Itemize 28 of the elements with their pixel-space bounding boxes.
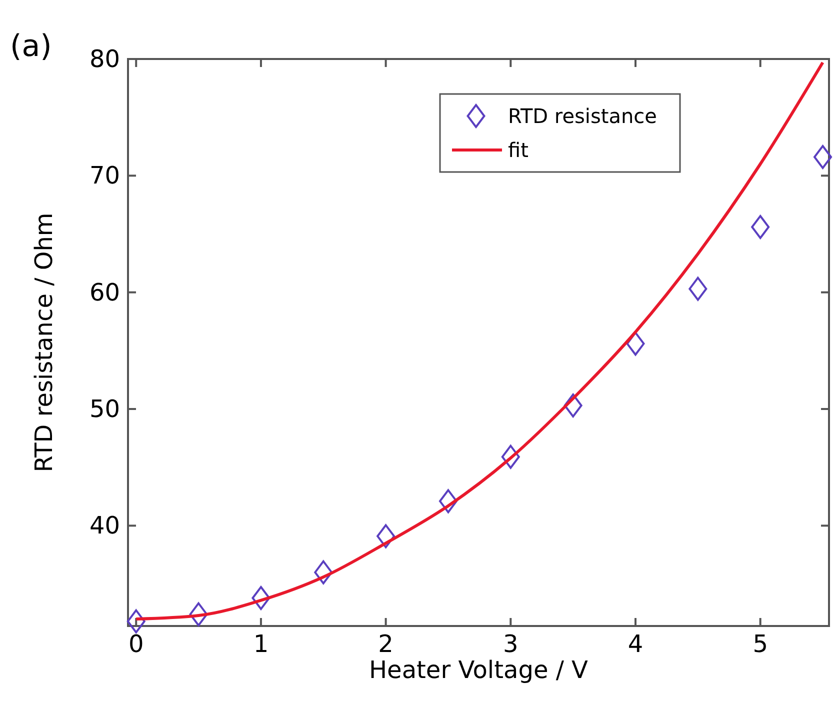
point — [376, 524, 396, 548]
x-tick-label: 2 — [378, 630, 394, 658]
y-tick-label: 40 — [89, 512, 120, 540]
point — [252, 586, 270, 610]
y-tick-label: 70 — [89, 162, 120, 190]
legend-label: RTD resistance — [508, 104, 657, 128]
x-tick-label: 1 — [253, 630, 269, 658]
y-tick-label: 50 — [89, 395, 120, 423]
x-tick-label: 5 — [752, 630, 768, 658]
x-tick-label: 4 — [628, 630, 644, 658]
x-tick-label: 0 — [128, 630, 144, 658]
point — [189, 602, 208, 626]
point — [438, 489, 458, 514]
point — [626, 332, 645, 356]
point — [314, 560, 333, 584]
point — [126, 609, 146, 634]
point — [501, 444, 520, 469]
x-tick-label: 3 — [503, 630, 518, 658]
y-tick-label: 60 — [89, 278, 120, 306]
y-axis-title: RTD resistance / Ohm — [30, 212, 58, 472]
point — [564, 394, 582, 418]
legend-label: fit — [508, 138, 529, 162]
y-tick-label: 80 — [89, 45, 120, 73]
chart-title: (a) — [10, 29, 52, 64]
point — [688, 276, 708, 301]
x-axis-title: Heater Voltage / V — [369, 656, 589, 684]
point — [814, 145, 832, 169]
point — [751, 215, 770, 239]
